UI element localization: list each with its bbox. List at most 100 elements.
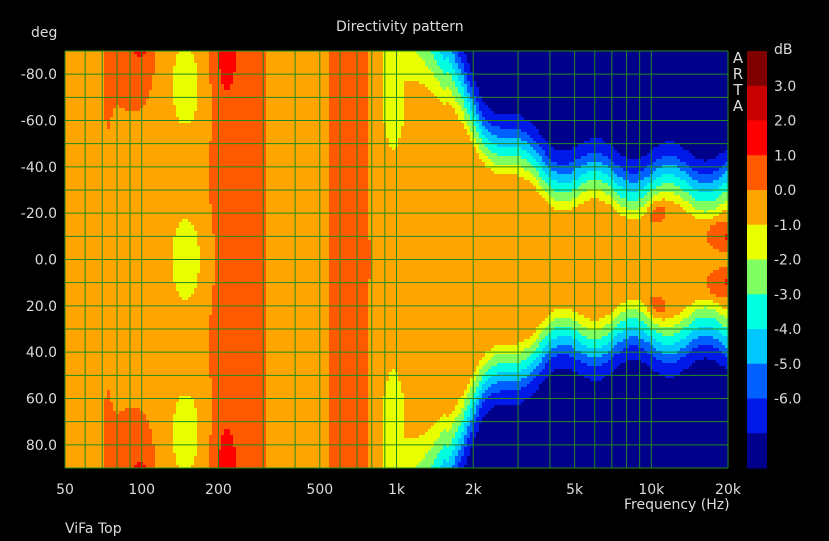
contour-cell: [701, 210, 705, 220]
contour-cell: [209, 315, 213, 379]
contour-cell: [689, 168, 693, 178]
contour-cell: [551, 330, 555, 340]
contour-cell: [662, 312, 666, 322]
contour-cell: [515, 138, 519, 148]
contour-cell: [701, 300, 705, 310]
contour-cell: [434, 423, 438, 442]
contour-cell: [143, 465, 147, 469]
contour-cell: [602, 327, 606, 337]
contour-cell: [680, 180, 684, 190]
contour-cell: [689, 342, 693, 352]
contour-cell: [683, 150, 687, 163]
contour-cell: [686, 306, 690, 319]
contour-cell: [119, 51, 123, 109]
contour-cell: [488, 108, 492, 124]
contour-cell: [518, 354, 522, 364]
contour-cell: [545, 141, 549, 157]
contour-cell: [635, 345, 639, 361]
contour-cell: [482, 417, 486, 469]
contour-cell: [557, 336, 561, 346]
contour-cell: [539, 372, 543, 385]
contour-cell: [641, 198, 645, 208]
contour-cell: [719, 204, 723, 214]
contour-cell: [449, 51, 453, 64]
contour-cell: [566, 174, 570, 184]
contour-cell: [476, 132, 480, 145]
contour-cell: [563, 354, 567, 370]
contour-cell: [722, 153, 726, 166]
contour-cell: [659, 168, 663, 178]
contour-cell: [707, 201, 711, 211]
contour-cell: [458, 450, 462, 463]
contour-cell: [104, 399, 108, 469]
contour-cell: [512, 156, 516, 166]
contour-cell: [656, 318, 660, 325]
contour-cell: [458, 438, 462, 451]
contour-cell: [482, 393, 486, 403]
contour-cell: [716, 171, 720, 181]
contour-cell: [707, 300, 711, 310]
contour-cell: [467, 126, 471, 136]
contour-cell: [452, 423, 456, 439]
contour-cell: [545, 192, 549, 202]
contour-cell: [482, 51, 486, 103]
contour-cell: [509, 354, 513, 364]
contour-cell: [632, 327, 636, 337]
contour-cell: [623, 207, 627, 217]
contour-cell: [596, 366, 600, 382]
contour-cell: [479, 390, 483, 400]
contour-cell: [614, 354, 618, 370]
contour-cell: [635, 192, 639, 202]
contour-cell: [644, 186, 648, 196]
contour-cell: [578, 315, 582, 325]
contour-cell: [575, 147, 579, 160]
contour-cell: [704, 306, 708, 319]
contour-cell: [497, 393, 501, 406]
contour-cell: [635, 183, 639, 193]
contour-cell: [695, 300, 699, 310]
contour-cell: [656, 186, 660, 196]
contour-cell: [566, 327, 570, 337]
contour-cell: [695, 360, 699, 469]
contour-cell: [434, 51, 438, 61]
contour-cell: [569, 192, 573, 202]
contour-cell: [590, 330, 594, 340]
contour-cell: [521, 141, 525, 151]
contour-cell: [668, 174, 672, 184]
contour-cell: [659, 351, 663, 361]
contour-cell: [629, 201, 633, 211]
contour-cell: [587, 366, 591, 379]
contour-cell: [725, 234, 729, 241]
contour-cell: [605, 345, 609, 355]
contour-cell: [536, 390, 540, 469]
contour-cell: [470, 387, 474, 400]
contour-cell: [713, 201, 717, 211]
contour-cell: [629, 300, 633, 310]
contour-cell: [512, 138, 516, 148]
contour-cell: [560, 345, 564, 355]
contour-cell: [533, 342, 537, 352]
contour-cell: [398, 51, 402, 139]
contour-cell: [710, 309, 714, 319]
contour-cell: [611, 180, 615, 190]
contour-cell: [587, 141, 591, 154]
contour-cell: [452, 450, 456, 466]
contour-cell: [521, 168, 525, 178]
contour-cell: [680, 51, 684, 148]
contour-cell: [497, 165, 501, 175]
contour-cell: [533, 378, 537, 394]
contour-cell: [644, 156, 648, 169]
contour-cell: [659, 327, 663, 334]
contour-cell: [527, 366, 531, 376]
contour-cell: [500, 405, 504, 469]
contour-cell: [401, 393, 405, 469]
contour-cell: [491, 348, 495, 358]
contour-cell: [716, 297, 720, 304]
contour-cell: [626, 210, 630, 220]
contour-cell: [668, 378, 672, 469]
contour-cell: [458, 81, 462, 94]
contour-cell: [608, 315, 612, 325]
contour-cell: [683, 171, 687, 181]
contour-cell: [584, 141, 588, 157]
contour-cell: [440, 417, 444, 433]
